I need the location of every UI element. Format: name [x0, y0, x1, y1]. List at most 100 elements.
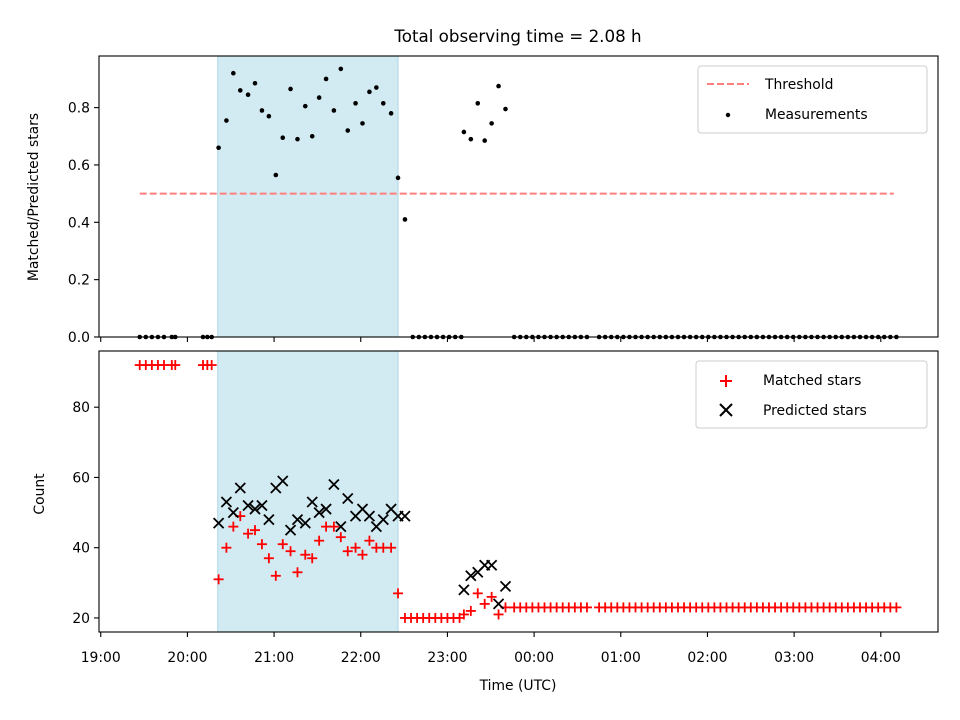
x-tick-label: 19:00 — [81, 650, 121, 666]
top-y-tick-label: 0.6 — [68, 158, 90, 174]
predicted-star-point — [299, 517, 311, 529]
predicted-star-point — [284, 524, 297, 536]
matched-star-point — [335, 532, 346, 543]
predicted-star-point — [249, 503, 261, 515]
top-x-ticks — [100, 337, 882, 342]
legend-matched-swatch — [720, 375, 732, 387]
measurement-point — [316, 95, 322, 100]
matched-star-point — [263, 553, 274, 564]
bottom-legend-box — [695, 360, 928, 429]
x-tick-label: 00:00 — [514, 650, 554, 666]
matched-star-point — [228, 521, 239, 532]
measurement-point — [338, 66, 344, 72]
predicted-star-point — [277, 475, 289, 487]
bottom-y-tick-label: 60 — [72, 470, 90, 486]
measurement-point — [367, 89, 372, 95]
predicted-star-point — [306, 496, 318, 508]
measurement-point — [461, 129, 467, 135]
measurement-point — [374, 85, 379, 90]
measurement-point — [266, 113, 272, 119]
matched-star-point — [270, 570, 281, 581]
matched-star-point — [328, 521, 339, 532]
predicted-star-point — [256, 499, 268, 512]
x-tick-label: 04:00 — [861, 650, 901, 666]
matched-star-point — [472, 588, 483, 599]
matched-star-point — [256, 539, 267, 550]
matched-star-point — [891, 602, 902, 613]
x-tick-label: 20:00 — [167, 650, 207, 666]
predicted-star-point — [234, 482, 246, 494]
measurement-point — [323, 76, 329, 82]
matched-star-point — [364, 535, 375, 546]
observing-window-span — [217, 350, 399, 633]
matched-star-point — [243, 528, 254, 539]
legend-measurements-label: Measurements — [765, 107, 868, 123]
predicted-star-point — [291, 513, 304, 526]
matched-star-point — [458, 609, 469, 620]
matched-star-point — [342, 546, 353, 557]
matched-star-point — [493, 609, 504, 620]
matched-star-point — [206, 360, 217, 371]
matched-star-point — [357, 549, 368, 560]
measurement-point — [224, 118, 229, 123]
predicted-star-point — [485, 559, 498, 571]
matched-star-point — [307, 553, 318, 564]
measurement-point — [345, 128, 351, 133]
x-tick-label: 02:00 — [687, 650, 727, 666]
measurement-point — [503, 106, 508, 112]
matched-star-point — [250, 525, 261, 536]
matched-star-point — [300, 549, 311, 560]
legend-predicted-swatch — [719, 403, 733, 417]
measurement-point — [273, 172, 279, 178]
bottom-observing-window-layer — [217, 350, 399, 633]
predicted-star-point — [465, 570, 477, 582]
predicted-star-point — [320, 503, 332, 515]
matched-star-point — [386, 542, 397, 553]
bottom-y-tick-label: 40 — [72, 541, 90, 557]
matched-star-point — [486, 591, 497, 602]
measurement-point — [331, 108, 337, 113]
measurement-point — [353, 101, 358, 106]
legend-matched-label: Matched stars — [763, 373, 861, 389]
matched-star-point — [221, 542, 232, 553]
predicted-star-point — [363, 510, 376, 522]
measurement-point — [295, 136, 300, 142]
top-y-tick-label: 0.4 — [68, 215, 90, 231]
measurement-point — [252, 80, 258, 86]
top-y-tick-label: 0.0 — [68, 330, 90, 346]
predicted-star-point — [335, 520, 347, 533]
predicted-star-point — [342, 492, 354, 505]
matched-star-point — [393, 588, 404, 599]
top-panel: 0.00.20.40.60.8 Matched/Predicted stars … — [26, 55, 939, 346]
x-tick-label: 01:00 — [601, 650, 641, 666]
top-legend: Threshold Measurements — [697, 65, 928, 134]
measurement-point — [216, 145, 221, 151]
bottom-legend: Matched stars Predicted stars — [695, 360, 928, 429]
measurement-point — [402, 217, 408, 222]
matched-star-point — [314, 535, 325, 546]
measurement-point — [380, 101, 386, 106]
predicted-star-point — [313, 506, 325, 519]
x-tick-label: 23:00 — [427, 650, 467, 666]
measurement-point — [360, 121, 365, 126]
x-tick-label: 22:00 — [341, 650, 381, 666]
chart-title: Total observing time = 2.08 h — [393, 26, 641, 46]
predicted-star-point — [227, 506, 239, 519]
legend-predicted-label: Predicted stars — [763, 403, 867, 419]
observing-window-span — [217, 55, 399, 338]
measurement-point — [489, 121, 494, 126]
bottom-axes-frame — [98, 350, 939, 633]
measurement-point — [468, 136, 474, 142]
predicted-star-point — [212, 517, 225, 529]
top-y-tick-label: 0.2 — [68, 273, 90, 289]
matched-star-point — [292, 567, 303, 578]
bottom-x-ticks: 19:00 20:00 21:00 22:00 23:00 00:00 01:00 02:00… — [81, 632, 901, 666]
matched-star-point — [170, 360, 181, 371]
predicted-star-point — [263, 513, 275, 526]
measurement-point — [280, 135, 286, 141]
top-y-axis-label: Matched/Predicted stars — [26, 113, 42, 281]
bottom-y-tick-label: 20 — [72, 611, 90, 627]
measurement-point — [309, 133, 315, 139]
predicted-star-point — [492, 598, 505, 610]
predicted-star-point — [220, 496, 233, 508]
